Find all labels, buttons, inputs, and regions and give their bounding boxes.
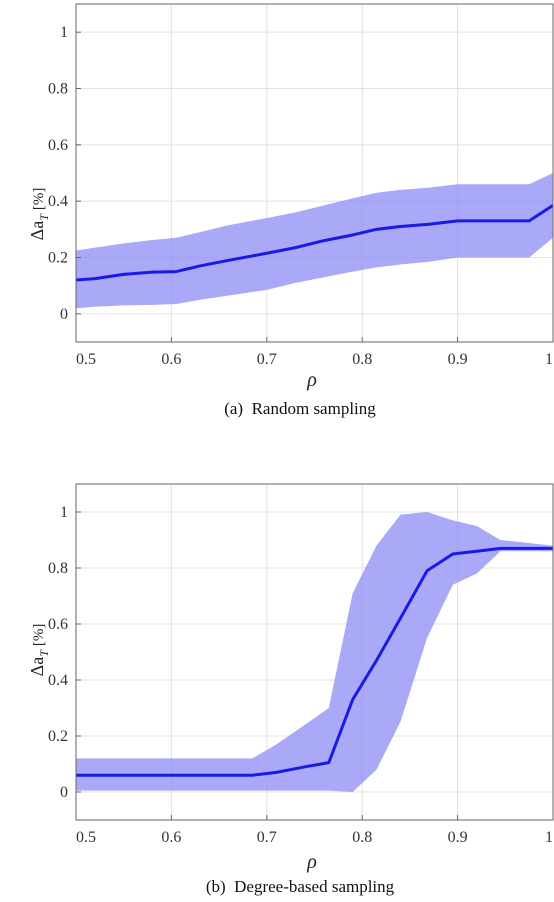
panel-a-x-tick-label: 0.5 <box>76 351 96 368</box>
panel-a-x-tick-label: 0.9 <box>448 351 468 368</box>
panel-a-ylabel-sub: T <box>37 213 51 221</box>
panel-b-ylabel-sub: T <box>37 649 51 657</box>
panel-b-x-tick-label: 1 <box>545 829 553 846</box>
panel-b-y-tick-label: 0 <box>60 784 68 801</box>
panel-a-caption: (a) Random sampling <box>224 399 376 418</box>
panel-a-y-tick-label: 0.8 <box>48 81 68 98</box>
panel-a-x-ticks: 0.5 0.6 0.7 0.8 0.9 1 <box>75 337 554 368</box>
panel-a-frame <box>75 3 554 343</box>
svg-text:ΔaT[%]: ΔaT [%] <box>27 188 51 241</box>
panel-a-random-sampling: 0.5 0.6 0.7 0.8 0.9 1 0 0.2 0.4 0.6 0.8 1 ρ ΔaT [%]… <box>27 3 554 418</box>
panel-a-band-group <box>76 173 553 309</box>
panel-b-mean-line <box>76 546 553 777</box>
panel-a-x-tick-label: 0.8 <box>352 351 372 368</box>
panel-a-confidence-band <box>76 173 553 309</box>
panel-b-x-tick-label: 0.7 <box>257 829 277 846</box>
panel-b-x-tick-label: 0.5 <box>76 829 96 846</box>
panel-b-x-tick-label: 0.8 <box>352 829 372 846</box>
panel-a-y-tick-label: 0 <box>60 306 68 323</box>
panel-a-plot-frame <box>75 3 554 343</box>
panel-a-x-tick-label: 1 <box>545 351 553 368</box>
panel-b-degree-based-sampling: 0.5 0.6 0.7 0.8 0.9 1 0 0.2 0.4 0.6 0.8 1 ρ ΔaT [%]… <box>27 483 554 896</box>
panel-b-y-tick-label: 0.6 <box>48 616 68 633</box>
panel-a-y-ticks: 0 0.2 0.4 0.6 0.8 1 <box>48 24 81 323</box>
panel-b-y-tick-label: 0.4 <box>48 672 68 689</box>
panel-b-confidence-band <box>76 512 553 792</box>
panel-b-y-ticks: 0 0.2 0.4 0.6 0.8 1 <box>48 504 81 801</box>
panel-a-y-tick-label: 1 <box>60 24 68 41</box>
panel-a-y-axis-label: ΔaT [%] <box>27 188 51 241</box>
panel-b-ylabel-unit: [%] <box>31 624 47 647</box>
panel-a-y-tick-label: 0.4 <box>48 193 68 210</box>
panel-a-ylabel-unit: [%] <box>31 188 47 211</box>
panel-a-y-tick-label: 0.6 <box>48 137 68 154</box>
panel-b-y-tick-label: 1 <box>60 504 68 521</box>
panel-b-plot-frame <box>75 483 554 821</box>
panel-b-y-axis-label: ΔaT [%] <box>27 624 51 677</box>
panel-b-frame <box>75 483 554 821</box>
panel-b-caption: (b) Degree-based sampling <box>206 877 395 896</box>
panel-b-y-tick-label: 0.2 <box>48 728 68 745</box>
panel-b-x-tick-label: 0.6 <box>161 829 181 846</box>
panel-b-x-ticks: 0.5 0.6 0.7 0.8 0.9 1 <box>75 815 554 846</box>
panel-a-x-tick-label: 0.6 <box>161 351 181 368</box>
svg-text:ΔaT[%]: ΔaT [%] <box>27 624 51 677</box>
panel-b-band-group <box>76 512 553 792</box>
panel-a-x-axis-label: ρ <box>306 369 317 391</box>
panel-b-y-tick-label: 0.8 <box>48 560 68 577</box>
panel-a-ylabel-main: Δa <box>27 221 47 241</box>
panel-b-ylabel-main: Δa <box>27 657 47 677</box>
panel-b-x-axis-label: ρ <box>306 851 317 873</box>
panel-a-y-tick-label: 0.2 <box>48 250 68 267</box>
panel-a-x-tick-label: 0.7 <box>257 351 277 368</box>
panel-b-x-tick-label: 0.9 <box>448 829 468 846</box>
